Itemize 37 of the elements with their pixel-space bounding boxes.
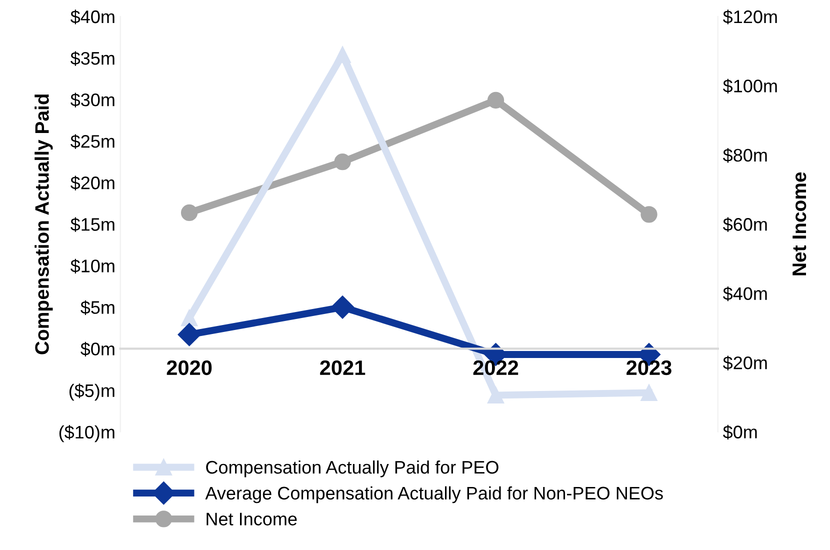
y2-tick-label: $20m	[723, 356, 767, 370]
y-tick-label: $40m	[70, 10, 114, 24]
y-tick-label: $0m	[80, 342, 114, 356]
y-tick-label: $10m	[70, 258, 114, 274]
legend-label: Compensation Actually Paid for PEO	[206, 460, 498, 478]
y-tick-label: $15m	[70, 217, 114, 232]
y2-tick-label: $0m	[723, 424, 757, 440]
point	[180, 204, 198, 222]
point	[640, 206, 658, 223]
y-tick-label: $20m	[70, 176, 114, 190]
y2-tick-label: $80m	[723, 148, 767, 163]
point	[180, 310, 198, 326]
y-tick-label: ($5)m	[69, 384, 114, 401]
point	[334, 46, 351, 64]
legend-label: Net Income	[206, 512, 297, 526]
point	[331, 296, 354, 319]
x-tick-label: 2023	[626, 360, 672, 376]
y-tick-label: $25m	[70, 134, 114, 149]
y-tick-label: $35m	[70, 51, 114, 66]
x-tick-label: 2020	[166, 360, 212, 376]
y2-tick-label: $60m	[723, 217, 767, 232]
y-tick-label: ($10)m	[59, 425, 114, 442]
point	[487, 386, 504, 404]
point	[640, 384, 658, 402]
x-tick-label: 2021	[320, 360, 366, 376]
y2-axis-title: Net Income	[792, 172, 806, 276]
y2-tick-label: $100m	[723, 78, 777, 94]
x-tick-label: 2022	[473, 360, 518, 376]
y-axis-title: Compensation Actually Paid	[34, 94, 53, 354]
point	[178, 323, 201, 346]
y-tick-label: $5m	[80, 300, 114, 315]
y-tick-label: $30m	[70, 92, 114, 108]
point	[487, 92, 504, 109]
y2-tick-label: $40m	[723, 286, 767, 302]
legend-label: Average Compensation Actually Paid for Non-PEO NEOs	[205, 486, 663, 504]
point	[334, 154, 351, 170]
y2-tick-label: $120m	[723, 10, 777, 24]
